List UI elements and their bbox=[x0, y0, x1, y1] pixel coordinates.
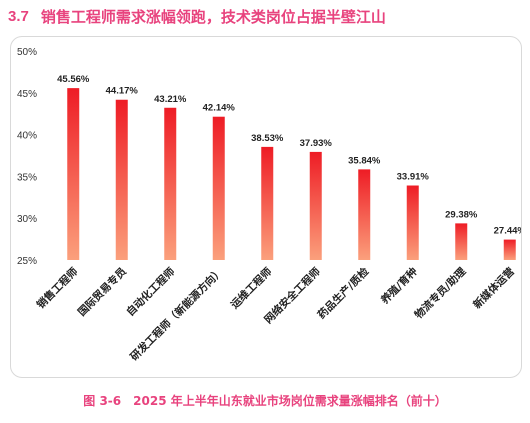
x-tick-label: 运维工程师 bbox=[228, 265, 275, 312]
bar bbox=[164, 107, 177, 260]
data-label: 27.44% bbox=[494, 226, 521, 237]
section-title: 销售工程师需求涨幅领跑，技术类岗位占据半壁江山 bbox=[40, 7, 386, 26]
bar bbox=[67, 88, 80, 260]
x-tick-label: 养殖/育种 bbox=[378, 265, 421, 308]
bar bbox=[358, 169, 371, 260]
bar bbox=[115, 99, 128, 260]
data-label: 45.56% bbox=[57, 74, 90, 85]
data-label: 43.21% bbox=[154, 94, 187, 105]
x-tick-label: 研发工程师（新能源方向） bbox=[128, 265, 226, 363]
bar bbox=[406, 185, 419, 260]
x-tick-label: 物流专员/助理 bbox=[412, 265, 469, 322]
data-label: 37.93% bbox=[300, 138, 333, 149]
y-tick-label: 45% bbox=[17, 89, 37, 100]
y-tick-label: 50% bbox=[17, 47, 37, 58]
x-tick-label: 新媒体运营 bbox=[471, 265, 518, 312]
figure-caption: 图 3-6 2025 年上半年山东就业市场岗位需求量涨幅排名（前十） bbox=[83, 394, 447, 408]
y-tick-label: 25% bbox=[17, 256, 37, 267]
data-label: 33.91% bbox=[397, 172, 430, 183]
bar bbox=[261, 146, 274, 260]
data-label: 44.17% bbox=[106, 86, 139, 97]
x-tick-label: 药品生产/质检 bbox=[315, 265, 372, 322]
x-tick-label: 国际贸易专员 bbox=[75, 265, 129, 319]
section-header: 3.7 销售工程师需求涨幅领跑，技术类岗位占据半壁江山 bbox=[8, 4, 518, 28]
data-label: 35.84% bbox=[348, 155, 381, 166]
bar-chart: 50% 45% 40% 35% 30% 25% 45.56% 销售工程师 44.17% 国际贸易… bbox=[17, 47, 521, 363]
data-label: 42.14% bbox=[203, 103, 236, 114]
x-tick-label: 自动化工程师 bbox=[124, 265, 178, 319]
chart-panel: 50% 45% 40% 35% 30% 25% 45.56% 销售工程师 44.17% 国际贸易… bbox=[10, 36, 522, 378]
bar bbox=[503, 239, 516, 260]
y-tick-label: 30% bbox=[17, 214, 37, 225]
bar bbox=[212, 116, 225, 261]
bar bbox=[309, 151, 322, 260]
bar bbox=[455, 223, 468, 260]
y-tick-label: 35% bbox=[17, 172, 37, 183]
section-number: 3.7 bbox=[8, 7, 29, 25]
data-label: 29.38% bbox=[445, 209, 478, 220]
data-label: 38.53% bbox=[251, 133, 284, 144]
x-tick-label: 销售工程师 bbox=[34, 265, 81, 312]
y-tick-label: 40% bbox=[17, 131, 37, 142]
